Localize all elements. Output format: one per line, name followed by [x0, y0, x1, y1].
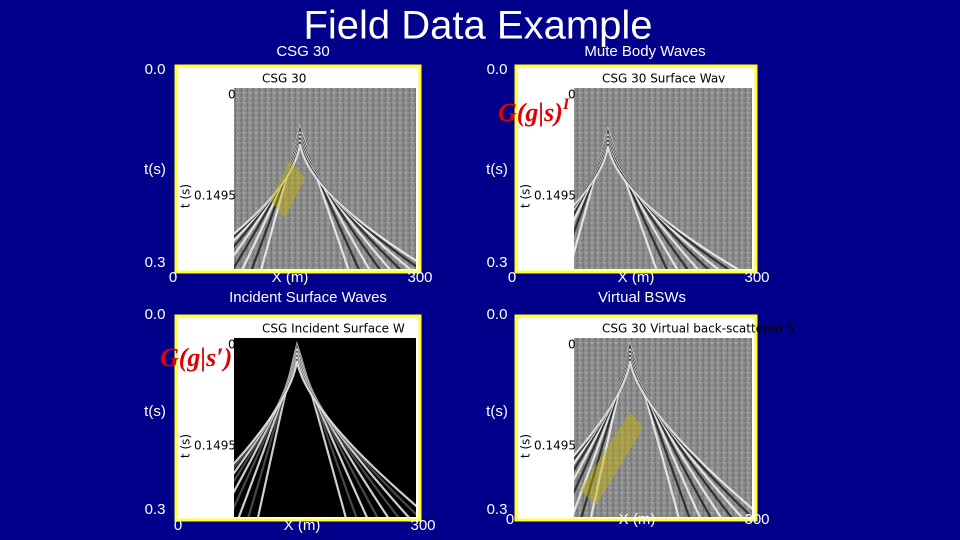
wave-line	[247, 342, 358, 517]
y-label: 0.3	[145, 501, 166, 518]
wave-line	[574, 141, 720, 269]
wave-line	[574, 358, 752, 517]
wavefront	[234, 341, 416, 517]
wave-line	[234, 139, 412, 269]
wave-line	[234, 143, 416, 262]
wave-line	[574, 139, 710, 269]
wave-line	[574, 348, 701, 517]
inner-tick: 0.1495	[534, 189, 576, 203]
wave-line	[241, 131, 371, 269]
formula: G(g|s′)	[160, 343, 232, 372]
y-label: 0.0	[487, 306, 508, 323]
formula: G(g|s)I	[498, 96, 570, 127]
plot-title: CSG 30 Virtual back-scattered S	[602, 322, 794, 336]
x-label: 300	[744, 511, 769, 528]
wave-line	[580, 342, 691, 517]
wave-line	[574, 354, 733, 517]
inner-zero: 0	[228, 88, 236, 102]
wave-line	[234, 354, 400, 517]
x-label: X (m)	[619, 511, 656, 528]
panel-heading: Mute Body Waves	[584, 43, 705, 60]
wave-line	[574, 143, 730, 269]
wave-line	[574, 127, 668, 269]
inner-zero: 0	[228, 338, 236, 352]
panel-heading: CSG 30	[276, 43, 329, 60]
x-label: 0	[506, 511, 514, 528]
inner-y-label: t (s)	[519, 184, 533, 208]
y-label: t(s)	[486, 403, 508, 420]
wave-line	[237, 348, 368, 517]
x-label: 300	[407, 269, 432, 286]
panel-heading: Virtual BSWs	[598, 289, 686, 306]
inner-y-label: t (s)	[519, 434, 533, 458]
y-label: t(s)	[486, 161, 508, 178]
x-label: X (m)	[272, 269, 309, 286]
x-label: 0	[508, 269, 516, 286]
wave-line	[574, 133, 679, 269]
x-label: X (m)	[284, 517, 321, 534]
wavefront	[574, 341, 752, 517]
wave-line	[234, 360, 416, 508]
y-label: 0.0	[145, 306, 166, 323]
y-label: t(s)	[144, 403, 166, 420]
x-label: X (m)	[618, 269, 655, 286]
wave-line	[234, 350, 379, 517]
y-label: 0.3	[145, 254, 166, 271]
wavefront	[234, 124, 416, 269]
x-label: 0	[169, 269, 177, 286]
wave-line	[234, 133, 381, 269]
inner-tick: 0.1495	[534, 439, 576, 453]
inner-tick: 0.1495	[194, 439, 236, 453]
wave-line	[234, 358, 416, 516]
wave-line	[574, 350, 712, 517]
x-label: 300	[744, 269, 769, 286]
wave-line	[234, 141, 416, 268]
y-label: t(s)	[144, 161, 166, 178]
y-label: 0.0	[487, 61, 508, 78]
wave-line	[574, 145, 740, 269]
formula-sup: I	[562, 96, 570, 113]
wave-line	[574, 356, 743, 517]
wave-line	[574, 360, 752, 510]
plot-title: CSG 30 Surface Wav	[602, 72, 725, 86]
inner-zero: 0	[568, 338, 576, 352]
y-label: 0.0	[145, 61, 166, 78]
inner-zero: 0	[568, 88, 576, 102]
wave-line	[250, 125, 360, 269]
plot-title: CSG Incident Surface W	[262, 322, 405, 336]
wave-line	[574, 135, 689, 269]
plot-title: CSG 30	[262, 72, 306, 86]
inner-tick: 0.1495	[194, 189, 236, 203]
inner-y-label: t (s)	[179, 434, 193, 458]
highlight	[270, 160, 305, 218]
formula-main: G(g|s′)	[160, 343, 232, 372]
slide-title: Field Data Example	[303, 4, 652, 48]
wavefront	[574, 126, 740, 269]
panel-heading: Incident Surface Waves	[229, 289, 387, 306]
wave-line	[234, 135, 392, 269]
y-label: 0.3	[487, 254, 508, 271]
x-label: 0	[174, 517, 182, 534]
wave-line	[574, 137, 700, 269]
inner-y-label: t (s)	[179, 184, 193, 208]
highlight	[580, 412, 643, 505]
wave-line	[234, 137, 402, 269]
y-label: 0.3	[487, 501, 508, 518]
x-label: 300	[410, 517, 435, 534]
wave-line	[234, 356, 410, 517]
seismic-image	[574, 88, 752, 269]
wave-line	[234, 352, 390, 517]
formula-main: G(g|s)	[498, 98, 563, 127]
wave-line	[574, 352, 723, 517]
